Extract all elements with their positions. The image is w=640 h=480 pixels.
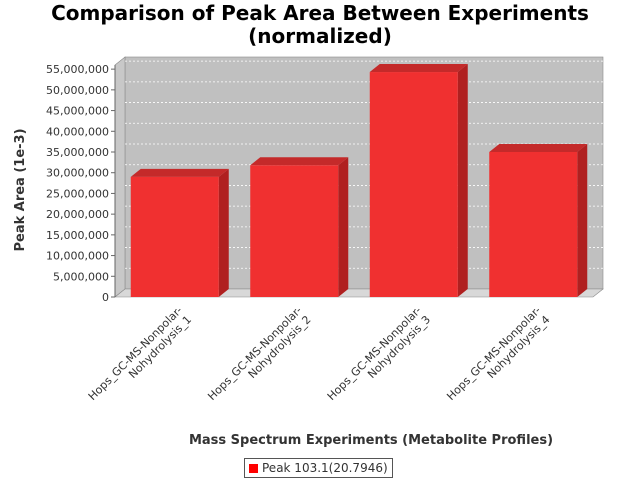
x-tick-label-line: Hops_GC-MS-Nonpolar- [205,304,304,403]
bar [489,144,588,297]
plot-side-wall [114,56,126,298]
bar [130,168,229,297]
bar-front [489,152,578,297]
x-tick-label-line: Hops_GC-MS-Nonpolar- [325,304,424,403]
chart-title-line-1: Comparison of Peak Area Between Experime… [51,1,589,25]
y-tick-label: 20,000,000 [46,208,109,221]
y-tick-label: 0 [102,291,109,304]
y-tick-label: 45,000,000 [46,105,109,118]
y-tick-label: 30,000,000 [46,167,109,180]
x-axis-label: Mass Spectrum Experiments (Metabolite Pr… [189,433,553,448]
bar-top [130,168,229,177]
y-tick-label: 25,000,000 [46,187,109,200]
bar [250,157,349,297]
y-tick-label: 50,000,000 [46,84,109,97]
bar-side [338,157,349,297]
x-tick-label-line: Hops_GC-MS-Nonpolar- [444,304,543,403]
legend: Peak 103.1(20.7946) [244,458,393,478]
x-tick-label-line: Hops_GC-MS-Nonpolar- [86,304,185,403]
bar-side [577,144,588,297]
y-tick-label: 55,000,000 [46,63,109,76]
bar-top [489,144,588,152]
y-tick-label: 15,000,000 [46,229,109,242]
bars [130,64,588,298]
bar [369,64,468,298]
y-tick-label: 35,000,000 [46,146,109,159]
x-tick-label: Hops_GC-MS-Nonpolar-Nohydrolysis_1 [86,304,194,412]
y-axis-label: Peak Area (1e-3) [13,128,28,251]
x-axis: Hops_GC-MS-Nonpolar-Nohydrolysis_1 Hops_G… [86,304,553,412]
legend-swatch [249,463,258,473]
legend-label: Peak 103.1(20.7946) [262,461,388,475]
x-tick-label: Hops_GC-MS-Nonpolar-Nohydrolysis_2 [205,304,313,412]
bar-top [369,64,468,73]
bar-side [218,168,229,297]
x-tick-label: Hops_GC-MS-Nonpolar-Nohydrolysis_3 [325,304,433,412]
bar-side [457,64,468,298]
bar-front [250,165,339,297]
x-tick-label: Hops_GC-MS-Nonpolar-Nohydrolysis_4 [444,304,552,412]
y-tick-label: 5,000,000 [53,270,109,283]
bar-front [369,72,458,298]
bar-front [130,176,219,297]
y-tick-label: 40,000,000 [46,125,109,138]
y-tick-label: 10,000,000 [46,250,109,263]
bar-top [250,157,349,166]
y-axis: 0 5,000,000 10,000,000 15,000,000 20,000,000… [46,63,116,304]
chart-title-line-2: (normalized) [248,24,392,48]
chart-title: Comparison of Peak Area Between Experime… [0,2,640,48]
